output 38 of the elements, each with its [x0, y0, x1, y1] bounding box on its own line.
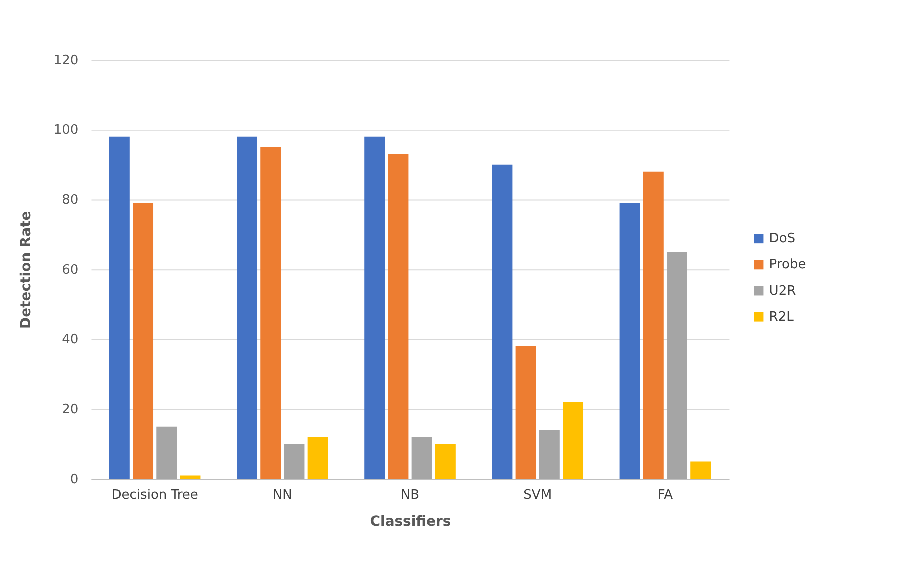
x-axis-title: Classifiers [370, 514, 452, 530]
bar [643, 172, 664, 480]
bar [260, 147, 282, 480]
bar [620, 203, 640, 480]
y-tick-label: 80 [62, 192, 79, 208]
bar [492, 164, 513, 480]
bar [237, 136, 258, 480]
bar [133, 203, 154, 480]
bar [284, 444, 305, 480]
y-tick-label: 40 [62, 332, 79, 348]
y-tick-label: 60 [62, 262, 79, 278]
legend-label: Probe [769, 258, 806, 273]
bar [364, 136, 386, 480]
bar [667, 252, 688, 480]
legend-label: DoS [769, 232, 796, 247]
legend-label: U2R [769, 284, 796, 299]
bar [156, 426, 178, 480]
legend-label: R2L [769, 310, 795, 325]
bar [539, 430, 560, 480]
bar [308, 437, 328, 480]
bar [516, 346, 536, 480]
x-tick-label: SVM [524, 488, 552, 504]
x-tick-label: NN [272, 488, 292, 504]
y-tick-label: 120 [54, 53, 79, 68]
y-tick-label: 20 [62, 402, 79, 418]
y-tick-label: 0 [70, 472, 79, 488]
x-tick-label: FA [658, 488, 674, 504]
bar [563, 402, 584, 480]
x-tick-label: NB [400, 488, 420, 504]
bar [435, 444, 456, 480]
x-tick-label: Decision Tree [112, 488, 198, 504]
bar [412, 437, 432, 480]
bar [109, 136, 130, 480]
y-tick-label: 100 [54, 123, 79, 138]
bar [690, 462, 712, 480]
bar [180, 476, 201, 480]
bar [388, 154, 409, 480]
y-axis-title: Detection Rate [18, 211, 35, 329]
